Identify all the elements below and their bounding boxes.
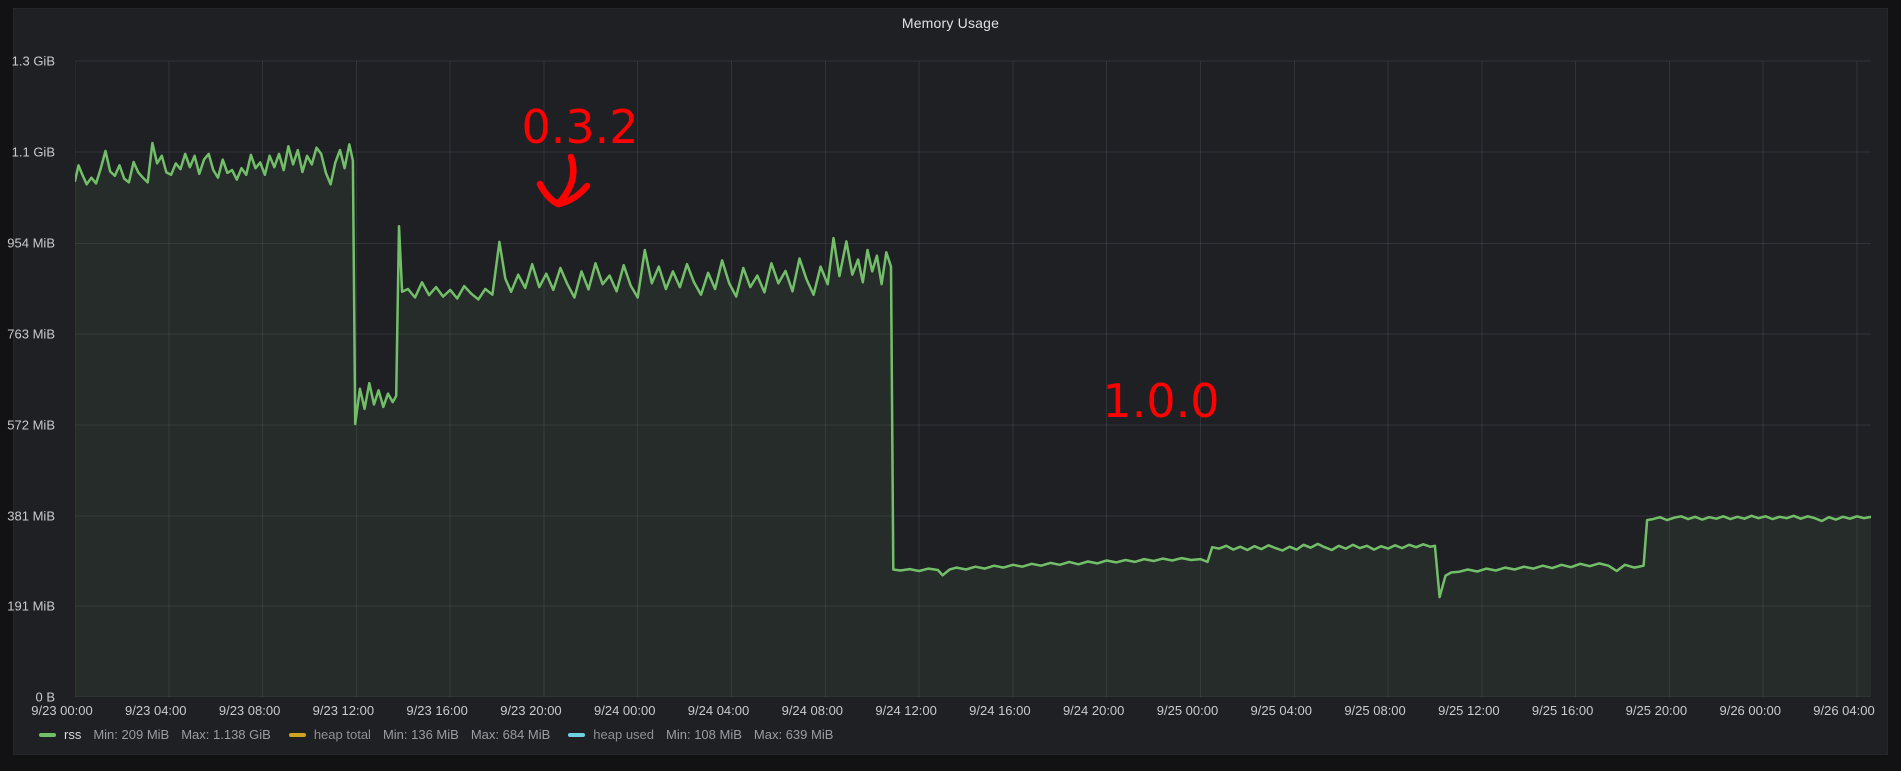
x-tick-label: 9/25 00:00 xyxy=(1156,703,1219,718)
legend-item-heap-used[interactable]: heap used Min: 108 MiB Max: 639 MiB xyxy=(568,727,833,742)
panel-title[interactable]: Memory Usage xyxy=(901,15,1000,31)
x-tick-label: 9/23 00:00 xyxy=(31,703,93,718)
y-tick-label: 954 MiB xyxy=(7,235,55,251)
x-tick-label: 9/25 12:00 xyxy=(1438,703,1500,718)
y-tick-label: 763 MiB xyxy=(7,326,55,342)
y-tick-label: 1.1 GiB xyxy=(11,144,55,160)
series-color-swatch-icon xyxy=(568,732,586,737)
legend-item-rss[interactable]: rss Min: 209 MiB Max: 1.138 GiB xyxy=(39,727,271,742)
x-tick-label: 9/23 20:00 xyxy=(500,703,562,718)
x-tick-label: 9/25 04:00 xyxy=(1250,703,1312,718)
x-tick-label: 9/24 04:00 xyxy=(687,703,750,718)
x-tick-label: 9/24 12:00 xyxy=(875,703,937,718)
series-max: Max: 684 MiB xyxy=(470,727,551,742)
legend-item-heap-total[interactable]: heap total Min: 136 MiB Max: 684 MiB xyxy=(288,727,551,742)
x-tick-label: 9/26 00:00 xyxy=(1719,703,1781,718)
y-tick-label: 1.3 GiB xyxy=(11,53,55,69)
y-tick-label: 381 MiB xyxy=(7,508,55,524)
x-tick-label: 9/26 04:00 xyxy=(1813,703,1875,718)
annotation-release-1-0-0: 1.0.0 xyxy=(1102,374,1220,428)
series-name: rss xyxy=(64,727,82,742)
x-tick-label: 9/23 04:00 xyxy=(125,703,187,718)
series-max: Max: 1.138 GiB xyxy=(181,727,271,742)
y-tick-label: 0 B xyxy=(35,689,55,705)
series-min: Min: 209 MiB xyxy=(93,727,170,742)
series-color-swatch-icon xyxy=(288,732,306,737)
series-color-swatch-icon xyxy=(39,732,56,737)
memory-usage-panel: Memory Usage 0 B 191 MiB 381 MiB 572 MiB 763… xyxy=(7,8,1888,755)
legend: rss Min: 209 MiB Max: 1.138 GiB heap total M… xyxy=(39,727,833,742)
plot-area[interactable] xyxy=(73,54,1873,698)
series-min: Min: 136 MiB xyxy=(382,727,459,742)
memory-usage-chart[interactable] xyxy=(73,54,1873,698)
series-name: heap total xyxy=(313,727,371,742)
x-tick-label: 9/24 16:00 xyxy=(969,703,1031,718)
annotation-release-0-3-2: 0.3.2 xyxy=(521,100,639,154)
x-tick-label: 9/23 12:00 xyxy=(312,703,375,718)
y-tick-label: 191 MiB xyxy=(7,598,55,614)
x-tick-label: 9/24 00:00 xyxy=(594,703,656,718)
x-tick-label: 9/25 16:00 xyxy=(1531,703,1594,718)
x-tick-label: 9/23 08:00 xyxy=(218,703,281,718)
x-tick-label: 9/24 20:00 xyxy=(1062,703,1125,718)
y-tick-label: 572 MiB xyxy=(7,417,55,433)
series-name: heap used xyxy=(593,727,655,742)
x-tick-label: 9/25 20:00 xyxy=(1625,703,1688,718)
series-max: Max: 639 MiB xyxy=(753,727,834,742)
x-tick-label: 9/25 08:00 xyxy=(1344,703,1406,718)
series-min: Min: 108 MiB xyxy=(666,727,742,742)
x-tick-label: 9/24 08:00 xyxy=(781,703,844,718)
x-tick-label: 9/23 16:00 xyxy=(406,703,468,718)
